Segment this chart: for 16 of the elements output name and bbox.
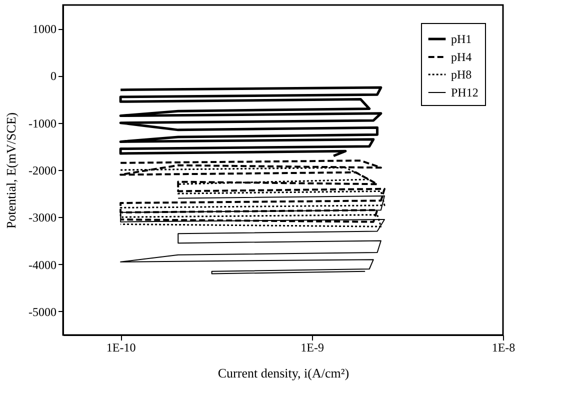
legend-label: pH8	[451, 68, 472, 82]
y-tick-label: -2000	[28, 164, 56, 178]
x-tick-label: 1E-8	[492, 340, 516, 354]
y-tick-label: -5000	[28, 304, 56, 319]
y-axis-title: Potential, E(mV/SCE)	[4, 112, 19, 229]
legend-label: PH12	[451, 86, 478, 100]
legend-label: pH4	[451, 50, 472, 64]
legend-label: pH1	[451, 32, 472, 46]
x-tick-label: 1E-10	[106, 340, 136, 354]
y-tick-label: -4000	[28, 258, 56, 272]
y-tick-label: -3000	[28, 210, 56, 225]
x-axis-title: Current density, i(A/cm²)	[218, 366, 350, 380]
y-tick-label: 0	[50, 69, 56, 84]
y-tick-label: -1000	[28, 116, 56, 130]
x-tick-label: 1E-9	[300, 340, 324, 354]
y-tick-label: 1000	[32, 22, 56, 36]
